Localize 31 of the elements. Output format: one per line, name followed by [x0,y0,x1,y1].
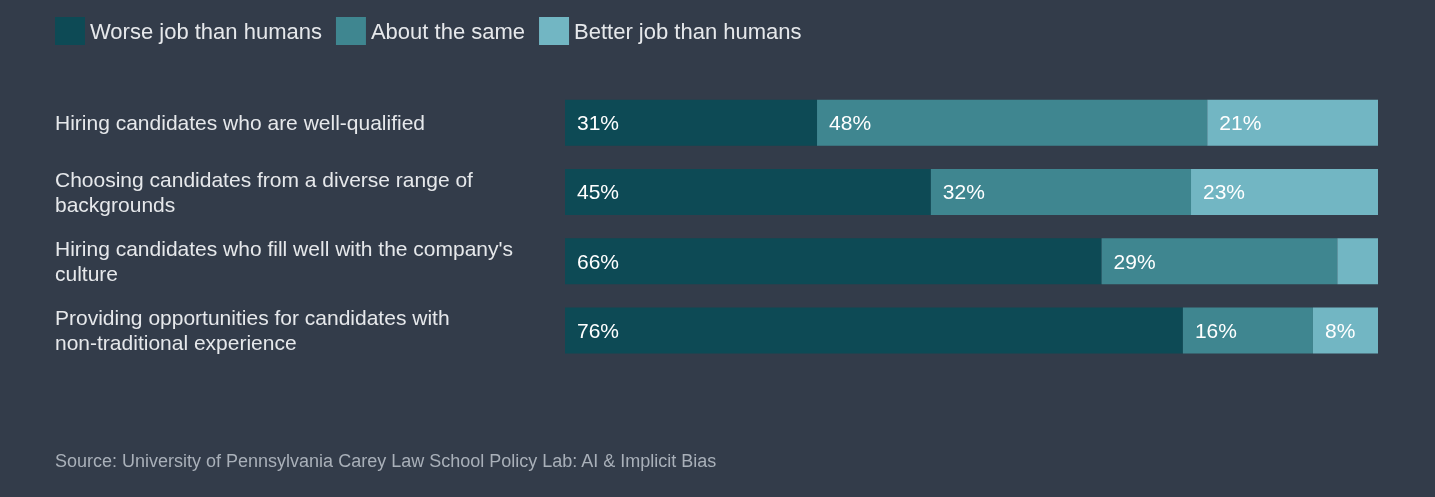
y-tick-label: Providing opportunities for candidates with non-traditional experience [55,306,456,355]
legend-label: About the same [370,18,526,44]
bar [930,168,1192,215]
y-tick-label: Choosing candidates from a diverse range of backgrounds [55,167,479,216]
legend-label: Better job than humans [574,18,802,44]
data-label: 48% [829,111,872,135]
source-note: Source: University of Pennsylvania Carey Law School Policy Lab: AI & Implicit Bias [55,451,717,471]
bar [565,99,818,146]
data-label: 31% [577,111,620,135]
data-label: 23% [1203,180,1246,204]
bar [817,99,1208,146]
data-label: 16% [1194,318,1237,342]
data-label: 32% [942,180,985,204]
data-label: 29% [1113,249,1156,273]
y-tick-label: Hiring candidates who are well-qualified [55,111,426,135]
bar [1191,168,1378,215]
data-label: 45% [577,180,620,204]
data-label: 21% [1219,111,1262,135]
data-label: 8% [1324,318,1356,342]
data-label: 76% [577,318,620,342]
bar [1337,238,1378,285]
data-label: 66% [577,249,620,273]
bar [565,168,931,215]
bar [1207,99,1378,146]
y-tick-label: Hiring candidates who fill well with the company's culture [55,237,519,286]
bar [1182,307,1313,354]
bar [565,307,1183,354]
legend-label: Worse job than humans [90,18,322,44]
bar [1312,307,1378,354]
bar [565,238,1102,285]
bar [1101,238,1338,285]
